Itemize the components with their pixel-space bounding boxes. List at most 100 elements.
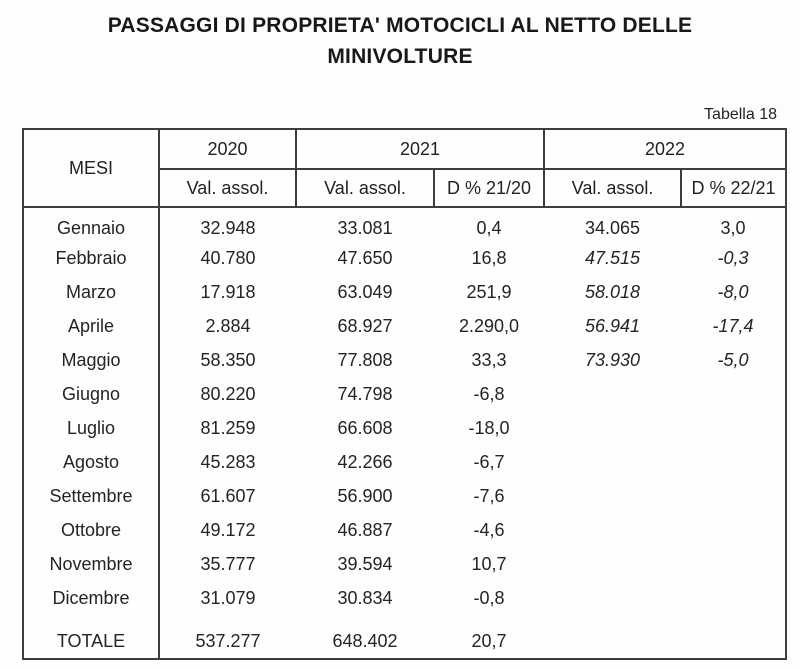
value-cell: 40.780 [200,247,256,268]
value-cell [681,411,786,445]
value-cell: 648.402 [332,631,398,651]
table-row: Settembre 61.607 56.900 -7,6 [23,479,786,513]
table-number-label: Tabella 18 [704,106,777,123]
value-cell: 73.930 [584,349,641,370]
value-cell: 47.650 [337,247,393,268]
month-cell: Dicembre [23,581,160,615]
table-header: MESI 2020 2021 2022 Val. assol. Val. ass… [23,129,787,208]
value-cell: -7,6 [473,485,505,506]
subheader-2022-val-assol: Val. assol. [543,169,682,208]
value-cell: -17,4 [712,315,754,336]
value-cell: 80.220 [200,383,256,404]
passaggi-motocicli-table: MESI 2020 2021 2022 Val. assol. Val. ass… [22,128,788,660]
month-cell: Luglio [23,411,160,445]
month-cell: Aprile [23,309,160,343]
value-cell: 34.065 [584,218,641,238]
header-row-years: MESI 2020 2021 2022 [23,129,787,208]
value-cell: 68.927 [337,315,393,336]
page-title: PASSAGGI DI PROPRIETA' MOTOCICLI AL NETT… [107,14,693,68]
value-cell: 56.900 [337,485,393,506]
month-cell: Novembre [23,547,160,581]
value-cell [681,377,786,411]
value-cell: 46.887 [337,519,393,540]
value-cell: 47.515 [584,247,641,268]
total-row: TOTALE 537.277 648.402 20,7 [23,615,786,659]
value-cell: -0,3 [717,247,749,268]
value-cell: 45.283 [200,451,256,472]
value-cell [544,547,681,581]
value-cell [544,377,681,411]
month-cell: Ottobre [23,513,160,547]
value-cell [681,547,786,581]
value-cell: 39.594 [337,553,393,574]
value-cell: 10,7 [471,553,507,574]
value-cell: 61.607 [200,485,256,506]
header-row-subcolumns: Val. assol. Val. assol. D % 21/20 Val. a… [23,169,787,208]
month-cell: Giugno [23,377,160,411]
value-cell [681,615,786,659]
value-cell: 17.918 [200,281,256,302]
subheader-2021-delta-pct: D % 21/20 [432,169,545,208]
value-cell [544,411,681,445]
value-cell: 251,9 [466,281,512,302]
value-cell: 74.798 [337,383,393,404]
table-row: Gennaio 32.948 33.081 0,4 34.065 3,0 [23,207,786,241]
value-cell: -6,7 [473,451,505,472]
value-cell: 32.948 [200,218,256,238]
value-cell: 66.608 [337,417,393,438]
value-cell [544,479,681,513]
column-header-2021: 2021 [294,129,545,170]
value-cell: 2.884 [205,315,251,336]
value-cell: 56.941 [584,315,641,336]
value-cell: 537.277 [195,631,261,651]
value-cell [681,581,786,615]
value-cell [681,479,786,513]
table-row: Marzo 17.918 63.049 251,9 58.018 -8,0 [23,275,786,309]
value-cell: 0,4 [476,218,502,238]
value-cell: 42.266 [337,451,393,472]
column-header-mesi: MESI [23,129,160,208]
value-cell: -18,0 [468,417,510,438]
value-cell: 20,7 [471,631,507,651]
value-cell: 2.290,0 [458,315,520,336]
table-row: Novembre 35.777 39.594 10,7 [23,547,786,581]
month-cell: Marzo [23,275,160,309]
value-cell: 49.172 [200,519,256,540]
value-cell: -0,8 [473,587,505,608]
value-cell: -5,0 [717,349,749,370]
value-cell: 3,0 [720,218,746,238]
table-row: Aprile 2.884 68.927 2.290,0 56.941 -17,4 [23,309,786,343]
value-cell: 30.834 [337,587,393,608]
value-cell: 58.350 [200,349,256,370]
value-cell: 81.259 [200,417,256,438]
value-cell: 33.081 [337,218,393,238]
month-cell: Settembre [23,479,160,513]
value-cell: -4,6 [473,519,505,540]
value-cell [544,513,681,547]
value-cell [544,581,681,615]
value-cell: 63.049 [337,281,393,302]
table-row: Luglio 81.259 66.608 -18,0 [23,411,786,445]
subheader-2021-val-assol: Val. assol. [295,169,434,208]
month-cell: Maggio [23,343,160,377]
column-header-2020: 2020 [158,129,296,170]
subheader-2022-delta-pct: D % 22/21 [680,169,787,208]
subheader-2020-val-assol: Val. assol. [159,169,296,208]
value-cell [681,513,786,547]
value-cell [681,445,786,479]
column-header-2022: 2022 [543,129,787,170]
value-cell: -8,0 [717,281,749,302]
table-row: Agosto 45.283 42.266 -6,7 [23,445,786,479]
table-row: Febbraio 40.780 47.650 16,8 47.515 -0,3 [23,241,786,275]
table-body: Gennaio 32.948 33.081 0,4 34.065 3,0 Febbraio 4… [23,207,786,659]
value-cell [544,445,681,479]
value-cell: 35.777 [200,553,256,574]
value-cell: 58.018 [584,281,641,302]
month-cell: TOTALE [23,615,160,659]
value-cell: 31.079 [200,587,256,608]
value-cell [544,615,681,659]
value-cell: 16,8 [471,247,507,268]
table-row: Giugno 80.220 74.798 -6,8 [23,377,786,411]
month-cell: Febbraio [23,241,160,275]
